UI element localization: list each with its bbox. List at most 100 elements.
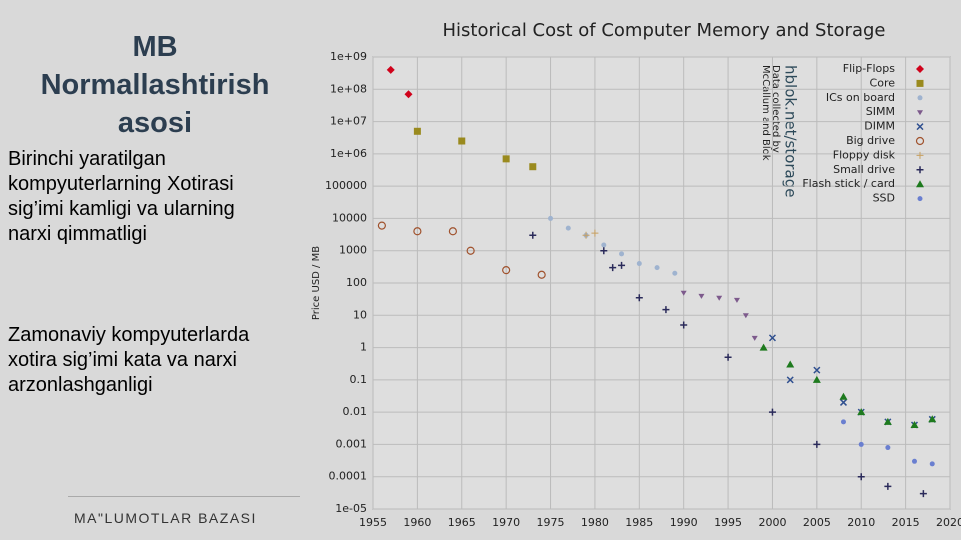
marker [839, 392, 848, 400]
marker [680, 321, 688, 329]
legend-label: SSD [873, 192, 895, 205]
legend-label: SIMM [866, 105, 895, 118]
marker [786, 376, 794, 384]
marker [857, 473, 865, 481]
marker [591, 229, 599, 237]
x-tick-label: 2010 [847, 516, 875, 529]
marker [839, 398, 848, 406]
y-tick-label: 0.01 [343, 405, 368, 418]
y-tick-label: 1e+09 [330, 50, 367, 63]
legend-marker [915, 136, 925, 146]
y-tick-label: 0.001 [336, 437, 368, 450]
annotation: McCallum and Blok [760, 65, 771, 161]
x-tick-label: 2000 [758, 516, 786, 529]
marker [609, 264, 617, 272]
x-tick-label: 1965 [448, 516, 476, 529]
marker [716, 295, 723, 301]
marker [502, 155, 510, 163]
marker [600, 247, 608, 255]
y-tick-label: 10 [353, 308, 367, 321]
footer-rule [68, 496, 300, 497]
legend-marker [917, 95, 923, 101]
legend-marker [917, 196, 923, 202]
marker [619, 251, 625, 257]
marker [662, 306, 670, 314]
marker [813, 440, 821, 448]
marker [448, 227, 457, 236]
x-tick-label: 2020 [936, 516, 961, 529]
y-tick-label: 10000 [332, 211, 367, 224]
y-tick-label: 0.0001 [329, 470, 368, 483]
marker [910, 420, 919, 428]
x-tick-label: 1985 [625, 516, 653, 529]
marker [466, 246, 475, 255]
legend-label: Core [870, 76, 896, 89]
legend-marker [917, 110, 923, 116]
marker [502, 266, 511, 275]
legend-marker [916, 180, 924, 188]
marker [883, 417, 892, 425]
y-axis-label: Price USD / MB [311, 246, 322, 320]
legend-label: Flash stick / card [802, 177, 895, 190]
marker [413, 227, 422, 236]
x-tick-label: 1975 [537, 516, 565, 529]
marker [884, 482, 892, 490]
paragraph: Zamonaviy kompyuterlarda xotira sig’imi … [8, 324, 250, 396]
legend-label: Big drive [846, 134, 895, 147]
x-tick-label: 1980 [581, 516, 609, 529]
marker [751, 335, 758, 341]
marker [377, 221, 386, 230]
legend-label: ICs on board [826, 91, 895, 104]
marker [768, 408, 776, 416]
x-tick-label: 1955 [359, 516, 387, 529]
y-tick-label: 1e+08 [330, 82, 367, 95]
x-tick-label: 1995 [714, 516, 742, 529]
x-tick-label: 2005 [803, 516, 831, 529]
marker [601, 242, 607, 248]
marker [618, 261, 626, 269]
annotation: Data collected by [770, 65, 781, 153]
footer: MA"LUMOTLAR BAZASI [74, 510, 257, 526]
marker [636, 261, 642, 267]
marker [680, 290, 687, 296]
y-tick-label: 1000 [339, 244, 367, 257]
marker [742, 313, 749, 319]
y-tick-label: 100000 [325, 179, 367, 192]
annotation: hblok.net/storage [782, 65, 800, 197]
marker [724, 353, 732, 361]
marker [672, 270, 678, 276]
legend-marker [916, 79, 924, 87]
marker [840, 419, 846, 425]
marker [768, 334, 776, 342]
paragraph: Birinchi yaratilgan kompyuterlarning Xot… [8, 148, 235, 245]
marker [786, 360, 795, 368]
marker [698, 293, 705, 299]
y-tick-label: 1e+07 [330, 115, 367, 128]
legend-label: Flip-Flops [843, 62, 895, 75]
y-tick-label: 1e+06 [330, 147, 367, 160]
marker [565, 225, 571, 231]
legend-marker [916, 166, 924, 174]
y-tick-label: 100 [346, 276, 367, 289]
marker [413, 127, 421, 135]
slide-title: MB Normallashtirish asosi [40, 31, 270, 139]
marker [928, 415, 937, 423]
x-tick-label: 1970 [492, 516, 520, 529]
marker [529, 231, 537, 239]
legend-label: Floppy disk [833, 148, 896, 161]
marker [885, 445, 891, 451]
marker [404, 90, 413, 99]
marker [654, 265, 660, 271]
marker [529, 163, 537, 171]
legend-marker [916, 151, 924, 159]
marker [582, 231, 590, 239]
legend-marker [916, 65, 924, 73]
marker [386, 65, 395, 74]
marker [458, 137, 466, 145]
marker [759, 343, 768, 351]
marker [733, 297, 740, 303]
legend-marker [916, 123, 924, 131]
marker [919, 490, 927, 498]
marker [812, 375, 821, 383]
